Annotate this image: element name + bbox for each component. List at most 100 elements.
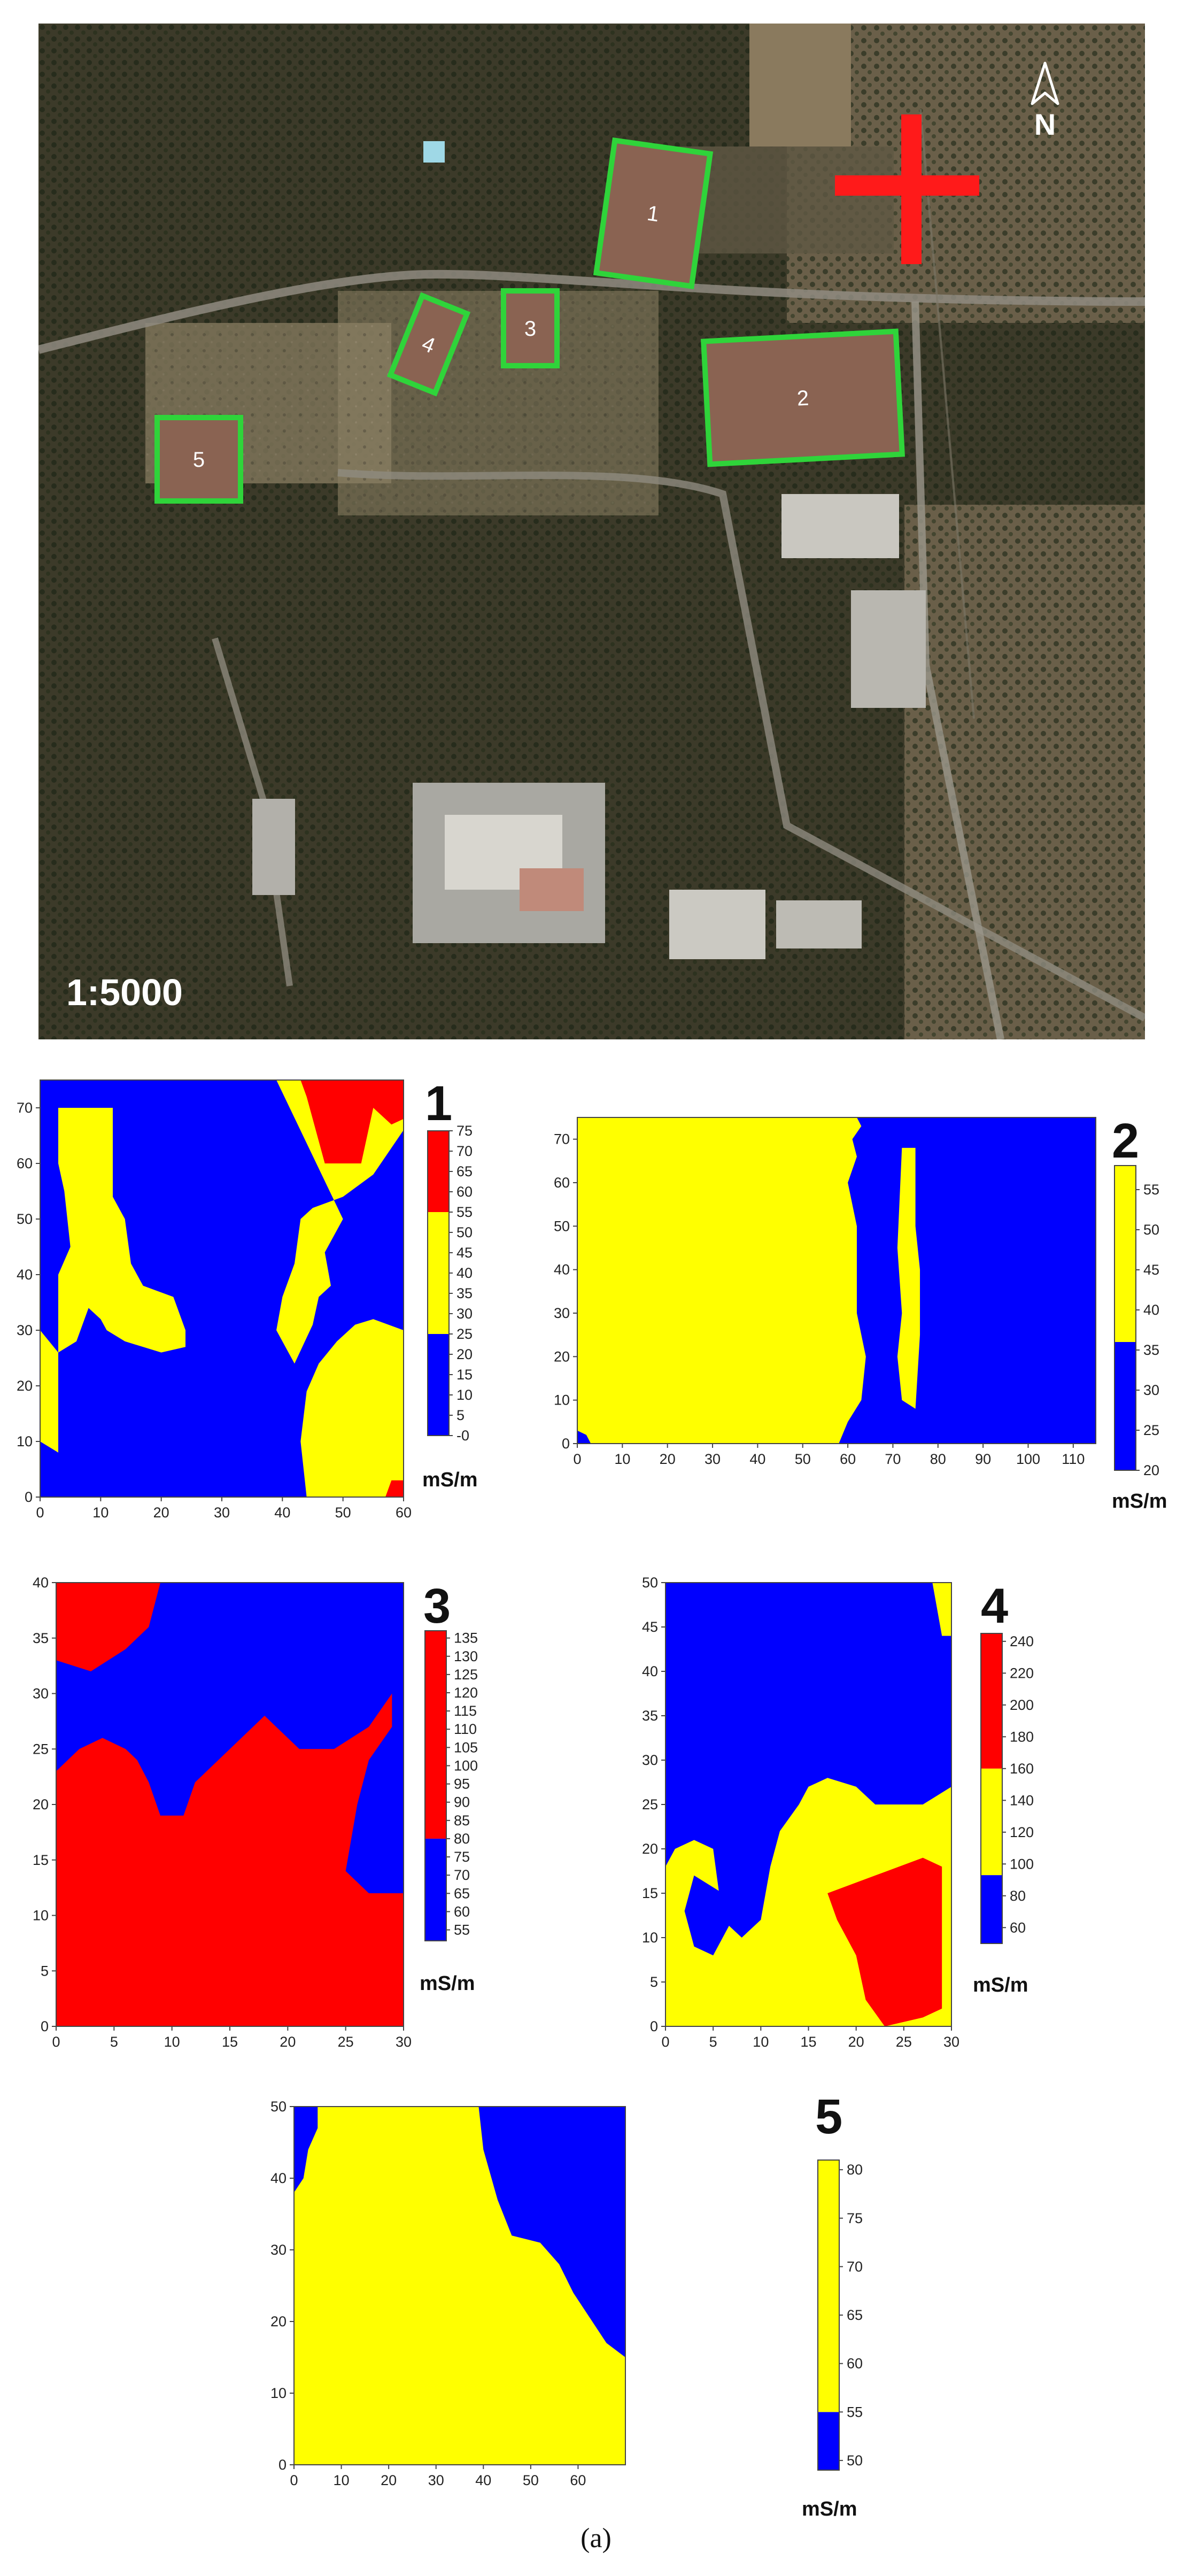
plot-label-5: 5 bbox=[193, 448, 205, 472]
colorbar-tick-label: 95 bbox=[454, 1776, 470, 1792]
colorbar-tick-label: 70 bbox=[847, 2258, 863, 2274]
x-tick-label: 50 bbox=[523, 2472, 539, 2488]
colorbar-tick-label: 240 bbox=[1010, 1633, 1034, 1649]
colorbar-band bbox=[428, 1131, 449, 1212]
figure-caption: (a) bbox=[580, 2523, 612, 2554]
y-tick-label: 30 bbox=[642, 1752, 658, 1768]
panel-number: 4 bbox=[981, 1579, 1008, 1633]
colorbar-tick-label: 60 bbox=[456, 1184, 473, 1200]
north-label: N bbox=[1034, 107, 1056, 141]
colorbar-tick-label: 65 bbox=[454, 1885, 470, 1901]
heatmap-region-red bbox=[385, 1480, 404, 1497]
y-tick-label: 40 bbox=[554, 1262, 570, 1278]
colorbar-tick-label: 80 bbox=[1010, 1888, 1026, 1904]
colorbar-tick-label: 100 bbox=[1010, 1856, 1034, 1872]
x-tick-label: 5 bbox=[709, 2034, 717, 2050]
colorbar-band bbox=[1114, 1166, 1136, 1342]
colorbar-band bbox=[428, 1334, 449, 1436]
north-arrow-icon bbox=[1031, 61, 1059, 105]
colorbar-tick-label: 120 bbox=[454, 1685, 478, 1701]
x-tick-label: 20 bbox=[280, 2034, 296, 2050]
x-tick-label: 25 bbox=[896, 2034, 912, 2050]
panel-number: 3 bbox=[423, 1579, 451, 1633]
y-tick-label: 60 bbox=[17, 1155, 33, 1171]
x-tick-label: 10 bbox=[614, 1451, 630, 1467]
colorbar-band bbox=[425, 1838, 446, 1941]
colorbar-band bbox=[981, 1768, 1002, 1876]
aerial-site-map: 1 2 3 4 5 N 1:5000 bbox=[38, 24, 1145, 1039]
colorbar-tick-label: 55 bbox=[454, 1922, 470, 1938]
y-tick-label: 10 bbox=[270, 2385, 287, 2401]
y-tick-label: 5 bbox=[41, 1963, 49, 1979]
colorbar-frame bbox=[1114, 1165, 1136, 1471]
colorbar-tick-label: 45 bbox=[456, 1245, 473, 1261]
colorbar-tick-label: 200 bbox=[1010, 1697, 1034, 1713]
colorbar-tick-label: 25 bbox=[456, 1326, 473, 1342]
colorbar-tick-label: 65 bbox=[456, 1163, 473, 1179]
colorbar-tick-label: 100 bbox=[454, 1757, 478, 1773]
x-tick-label: 20 bbox=[848, 2034, 864, 2050]
colorbar-band bbox=[981, 1875, 1002, 1943]
y-tick-label: 45 bbox=[642, 1619, 658, 1635]
y-tick-label: 20 bbox=[17, 1378, 33, 1394]
colorbar-tick-label: 15 bbox=[456, 1367, 473, 1383]
colorbar-tick-label: 40 bbox=[1143, 1302, 1159, 1318]
x-tick-label: 10 bbox=[164, 2034, 180, 2050]
heatmap-region-yellow bbox=[276, 1080, 404, 1364]
colorbar-tick-label: 55 bbox=[1143, 1182, 1159, 1198]
colorbar-frame bbox=[980, 1633, 1003, 1944]
x-tick-label: 60 bbox=[840, 1451, 856, 1467]
colorbar-tick-label: 55 bbox=[847, 2404, 863, 2420]
y-tick-label: 30 bbox=[17, 1322, 33, 1338]
plot-1: 1 bbox=[593, 137, 714, 289]
colorbar-tick-label: 85 bbox=[454, 1813, 470, 1829]
colorbar-tick-label: 130 bbox=[454, 1648, 478, 1664]
conductivity-heatmap-4: 0 5 10 15 20 25 30 0 5 10 15 20 25 30 35 40 45 50 60 80 100 1… bbox=[642, 1575, 1034, 2050]
colorbar-unit-label: mS/m bbox=[802, 2498, 857, 2520]
colorbar-tick-label: 125 bbox=[454, 1667, 478, 1683]
x-tick-label: 80 bbox=[930, 1451, 946, 1467]
y-tick-label: 40 bbox=[17, 1267, 33, 1283]
y-tick-label: 50 bbox=[270, 2099, 287, 2115]
panel-number: 5 bbox=[815, 2089, 842, 2144]
y-tick-label: 30 bbox=[33, 1686, 49, 1702]
colorbar-tick-label: 115 bbox=[454, 1703, 477, 1719]
y-tick-label: 0 bbox=[650, 2018, 658, 2034]
x-tick-label: 30 bbox=[214, 1505, 230, 1521]
x-tick-label: 10 bbox=[334, 2472, 350, 2488]
colorbar-tick-label: 75 bbox=[456, 1123, 473, 1139]
colorbar-tick-label: 35 bbox=[1143, 1342, 1159, 1358]
colorbar-tick-label: 40 bbox=[456, 1265, 473, 1281]
y-tick-label: 0 bbox=[41, 2018, 49, 2034]
y-tick-label: 60 bbox=[554, 1175, 570, 1191]
y-tick-label: 35 bbox=[642, 1708, 658, 1724]
colorbar-band bbox=[818, 2160, 839, 2412]
colorbar-unit-label: mS/m bbox=[1112, 1490, 1167, 1513]
heatmap-region-blue bbox=[478, 2107, 625, 2357]
colorbar-unit-label: mS/m bbox=[973, 1974, 1028, 1996]
colorbar-tick-label: 25 bbox=[1143, 1422, 1159, 1438]
colorbar-tick-label: 160 bbox=[1010, 1761, 1034, 1777]
colorbar-band bbox=[425, 1631, 446, 1839]
heatmap-region-yellow bbox=[40, 1108, 185, 1453]
y-tick-label: 25 bbox=[33, 1741, 49, 1757]
x-tick-label: 0 bbox=[661, 2034, 669, 2050]
heatmap-region-yellow bbox=[932, 1583, 951, 1636]
conductivity-heatmap-2: 0 10 20 30 40 50 60 70 80 90 100 110 0 10 20 30 40 50 60 70… bbox=[554, 1114, 1167, 1513]
x-tick-label: 50 bbox=[335, 1505, 351, 1521]
colorbar-tick-label: 60 bbox=[1010, 1919, 1026, 1935]
x-tick-label: 90 bbox=[975, 1451, 991, 1467]
colorbar-frame bbox=[424, 1630, 447, 1941]
colorbar-tick-label: 220 bbox=[1010, 1665, 1034, 1681]
colorbar-tick-label: 110 bbox=[454, 1721, 477, 1737]
colorbar-frame bbox=[427, 1130, 450, 1436]
colorbar-tick-label: 105 bbox=[454, 1739, 478, 1755]
colorbar-band bbox=[428, 1212, 449, 1334]
x-tick-label: 15 bbox=[222, 2034, 238, 2050]
x-tick-label: 60 bbox=[396, 1505, 412, 1521]
colorbar-band bbox=[1114, 1342, 1136, 1470]
colorbar-tick-label: 75 bbox=[847, 2210, 863, 2226]
y-tick-label: 25 bbox=[642, 1796, 658, 1813]
y-tick-label: 15 bbox=[33, 1852, 49, 1868]
x-tick-label: 40 bbox=[475, 2472, 491, 2488]
